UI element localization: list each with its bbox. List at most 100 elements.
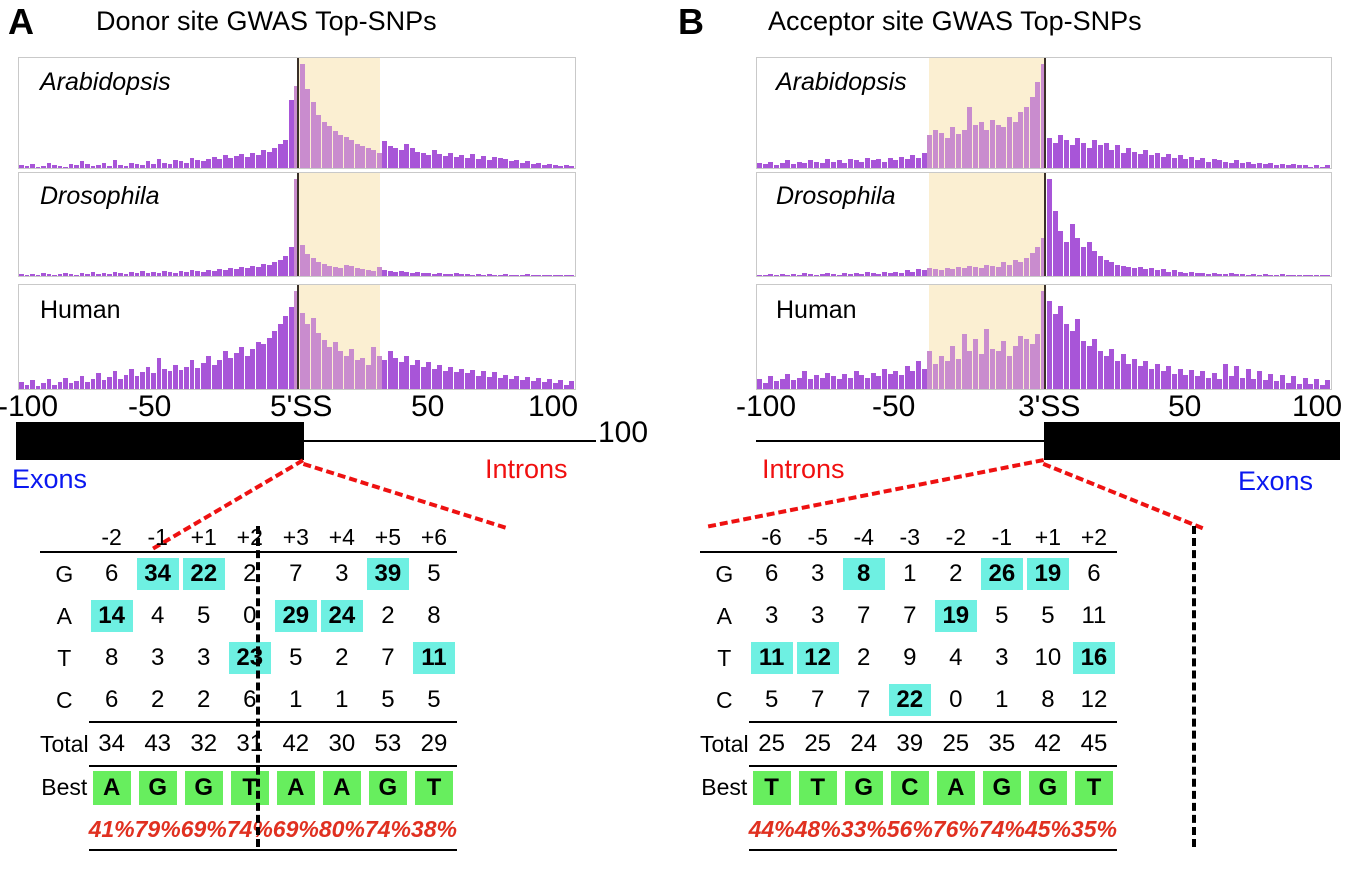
histogram-bar (310, 257, 316, 276)
histogram-bar (870, 272, 876, 276)
cell-A-plus3: 29 (273, 595, 319, 637)
histogram-bar (19, 273, 24, 276)
histogram-bar (1126, 147, 1132, 168)
histogram-bar (475, 273, 481, 276)
table-row: C 6 2 2 6 1 1 5 5 (40, 679, 457, 722)
histogram-bar (1001, 341, 1007, 389)
histogram-bar (1024, 338, 1030, 389)
intron-line-acceptor (756, 440, 1044, 442)
histogram-bar (990, 348, 995, 389)
histogram-bar (1052, 313, 1058, 389)
histogram-bar (876, 376, 882, 389)
histogram-bars (19, 285, 575, 389)
histogram-bar (1080, 142, 1086, 168)
histogram-bar (244, 267, 250, 276)
histogram-bar (464, 158, 470, 168)
histogram-bar (779, 378, 785, 389)
histogram-bar (853, 272, 859, 276)
histogram-bar (774, 165, 780, 168)
histogram-bar (1007, 264, 1013, 276)
table-percent-row: 41% 79% 69% 74% 69% 80% 74% 38% (40, 809, 457, 851)
histogram-bar (68, 273, 74, 276)
histogram-bar (409, 148, 415, 168)
histogram-bar (200, 363, 206, 389)
histogram-bar (101, 272, 107, 276)
histogram-bar (453, 272, 459, 276)
histogram-bar (1308, 383, 1314, 389)
cell-T-minus4: 2 (857, 644, 871, 671)
histogram-bar (938, 356, 944, 389)
row-label-A: A (716, 602, 732, 629)
histogram-bar (1325, 380, 1331, 389)
histogram-bar (762, 382, 768, 389)
histogram-bar (887, 373, 893, 389)
histogram-bar (1313, 378, 1319, 389)
histogram-bar (864, 271, 870, 276)
cell-A-minus3: 7 (903, 602, 917, 629)
histogram-bar (442, 371, 448, 389)
histogram-bar (904, 159, 910, 168)
cell-A-minus1: 4 (150, 602, 165, 629)
cell-percent-minus3: 56% (886, 809, 933, 851)
row-label-G: G (40, 551, 89, 595)
histogram-bar (541, 164, 547, 168)
histogram-bar (1262, 273, 1268, 276)
histogram-bar (808, 378, 814, 389)
histogram-bar (1302, 377, 1308, 389)
histogram-bar (1166, 366, 1172, 389)
histogram-bar (96, 273, 101, 276)
cell-A-plus2: 11 (1081, 602, 1107, 629)
histogram-bar (830, 161, 836, 168)
histogram-bar (343, 355, 349, 389)
histogram-bar (338, 267, 344, 276)
histogram-bar (1143, 150, 1149, 168)
histogram-bar (1132, 268, 1138, 276)
histogram-bar (354, 143, 360, 168)
histogram-bar (294, 179, 300, 276)
histogram-bar (222, 351, 228, 389)
histogram-bar (349, 265, 355, 276)
histogram-bar (206, 269, 211, 276)
histogram-bar (1012, 122, 1018, 168)
histogram-bar (530, 381, 536, 389)
histogram-bar (1211, 272, 1217, 276)
histogram-bar (1086, 147, 1092, 168)
histogram-bar (950, 269, 956, 276)
histogram-bar (1228, 272, 1234, 276)
cell-A-minus4: 7 (857, 602, 871, 629)
histogram-bar (1211, 372, 1217, 389)
histogram-bar (1228, 376, 1234, 389)
cell-A-plus1: 5 (197, 602, 211, 629)
histogram-bar (1245, 274, 1251, 276)
row-label-total: Total (700, 730, 749, 757)
cell-G-minus2: 2 (932, 551, 979, 595)
column-header-plus5: +5 (374, 524, 402, 550)
histogram-bar (1046, 179, 1052, 276)
histogram-bar (475, 159, 481, 168)
histogram-bar (899, 375, 905, 389)
histogram-bar (978, 122, 984, 168)
cell-best-minus5: T (795, 766, 841, 809)
histogram-bar (552, 164, 558, 168)
exon-block-acceptor (1044, 422, 1340, 460)
histogram-bar (376, 266, 382, 276)
table-row: C 5 7 7 22 0 1 8 12 (700, 679, 1117, 722)
highlighted-count-chip: 11 (412, 642, 455, 674)
histogram-bar (1313, 165, 1319, 168)
histogram-bar (558, 274, 564, 276)
histogram-bar (261, 150, 267, 168)
histogram-bar (299, 64, 305, 168)
histogram-bar (1029, 343, 1035, 389)
histogram-bar (459, 154, 465, 168)
cell-T-plus3: 5 (289, 644, 303, 671)
histogram-bar (1075, 137, 1081, 168)
histogram-bar (1132, 358, 1138, 389)
axis-tick-donor-minus50: -50 (128, 390, 172, 423)
histogram-bar (1092, 251, 1098, 276)
histogram-bar (437, 153, 443, 168)
histogram-bar (151, 271, 156, 276)
table-corner-cell (700, 524, 749, 552)
histogram-bar (1115, 145, 1121, 168)
histogram-bar (327, 265, 333, 276)
histogram-bar (96, 373, 101, 389)
